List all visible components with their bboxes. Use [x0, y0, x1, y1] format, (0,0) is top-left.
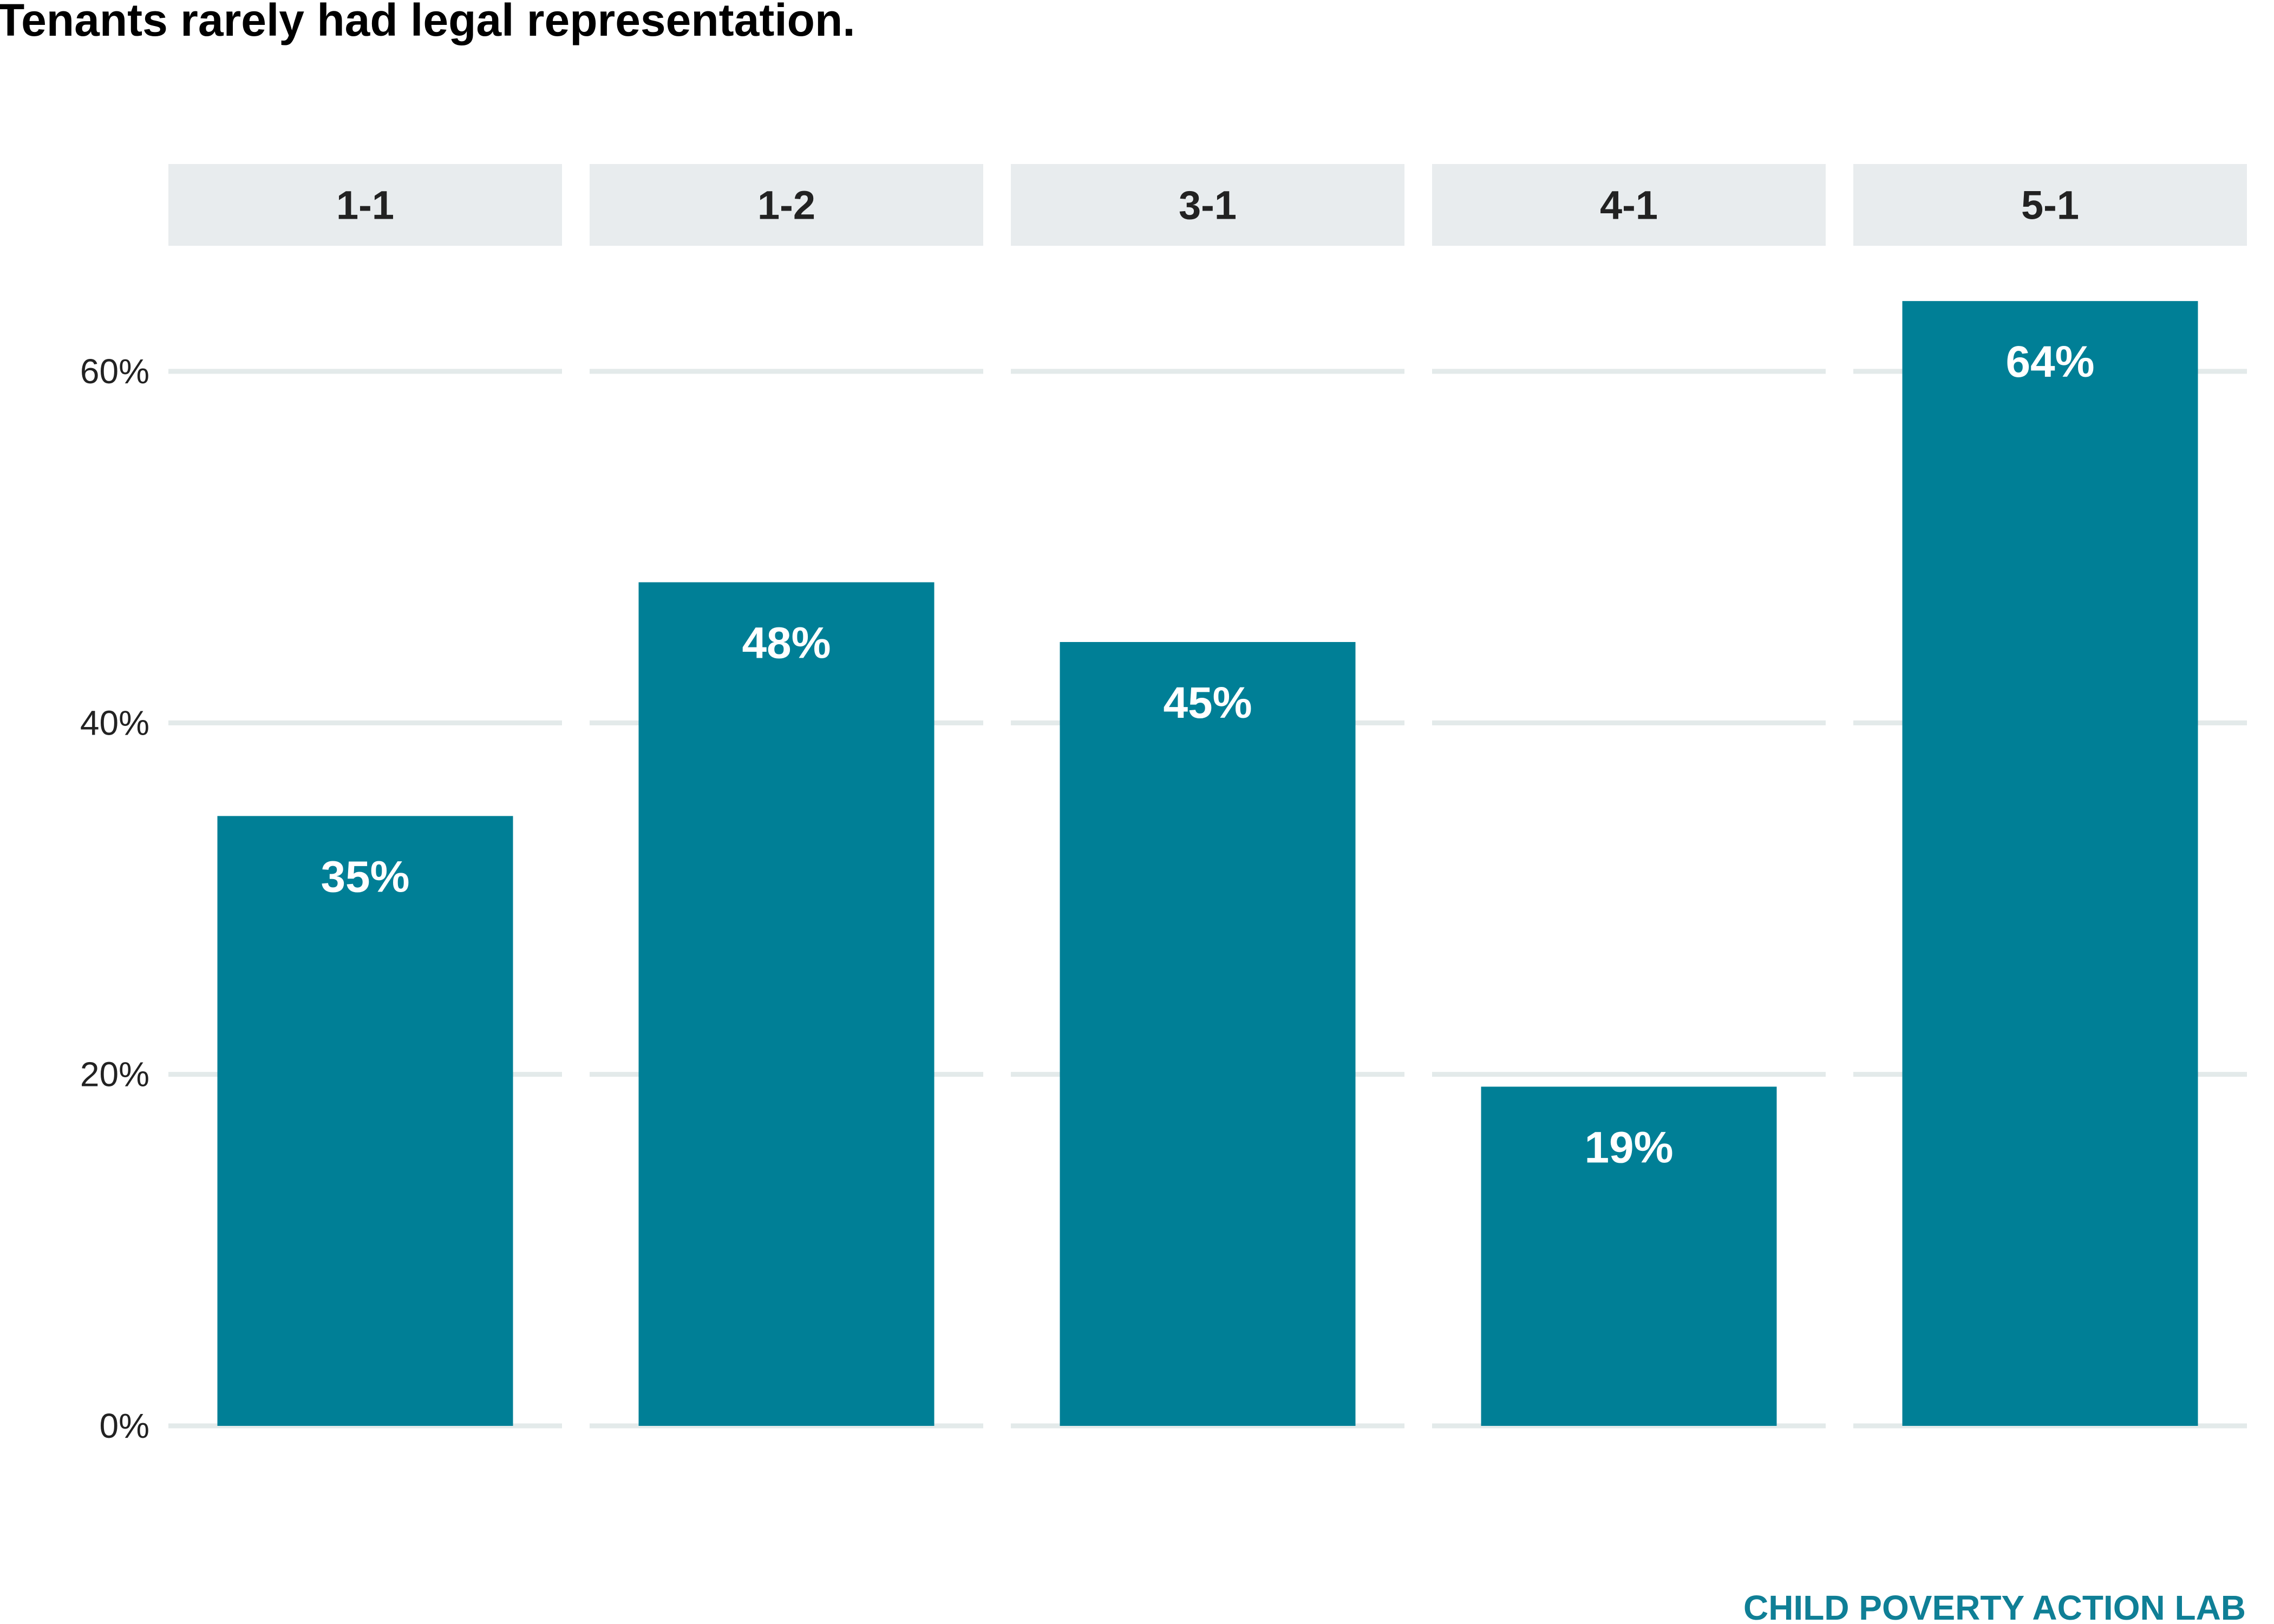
- facet-strip: [590, 164, 983, 246]
- facet-strip-label: 1-2: [757, 183, 815, 228]
- facet-panels: 0% 20% 40% 60% 1-1 35% 1-2 48% 3-1 45% 4-1 19% 5-1 64…: [80, 164, 2247, 1445]
- facet-strip-label: 3-1: [1179, 183, 1237, 228]
- facet-strip: [1011, 164, 1404, 246]
- bar-value-label: 35%: [321, 852, 409, 901]
- facet-strip-label: 5-1: [2021, 183, 2079, 228]
- facet-strip: [1432, 164, 1826, 246]
- y-tick-label: 60%: [80, 352, 149, 391]
- bar-value-label: 48%: [742, 619, 831, 668]
- facet-strip: [168, 164, 562, 246]
- bar: [217, 816, 513, 1426]
- y-tick-label: 20%: [80, 1055, 149, 1094]
- bar-value-label: 64%: [2005, 337, 2094, 387]
- bar: [638, 582, 935, 1426]
- caption: CHILD POVERTY ACTION LAB: [1743, 1588, 2246, 1624]
- facet-strip-label: 4-1: [1600, 183, 1658, 228]
- facet-strip: [1853, 164, 2247, 246]
- y-tick-label: 40%: [80, 703, 149, 742]
- y-tick-label: 0%: [100, 1406, 150, 1445]
- facet-strip-label: 1-1: [336, 183, 394, 228]
- bar: [1481, 1086, 1777, 1426]
- bar: [1902, 301, 2198, 1426]
- bar-value-label: 45%: [1163, 678, 1252, 728]
- chart-title: Tenants rarely had legal representation.: [0, 0, 855, 45]
- bar-value-label: 19%: [1584, 1123, 1673, 1172]
- bar: [1060, 641, 1356, 1426]
